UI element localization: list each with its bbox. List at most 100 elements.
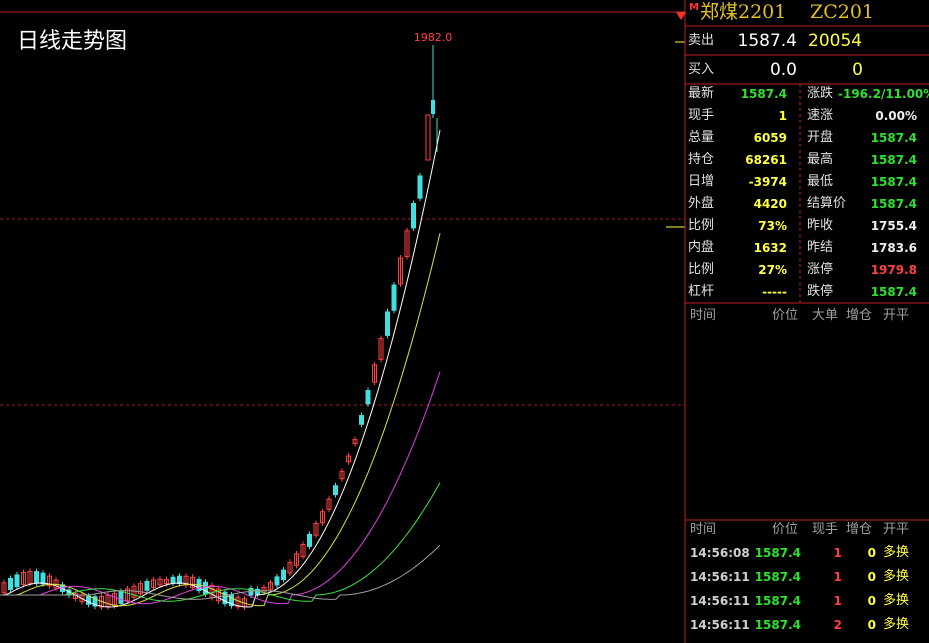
stat-label: 持仓 bbox=[688, 152, 715, 167]
col-header: 价位 bbox=[772, 308, 799, 323]
stat-value: 1587.4 bbox=[870, 197, 917, 211]
candle bbox=[190, 576, 195, 589]
moving-average bbox=[0, 371, 441, 605]
candle bbox=[92, 596, 98, 607]
stat-label: 日增 bbox=[688, 174, 715, 189]
candle bbox=[131, 585, 137, 598]
col-header: 价位 bbox=[772, 522, 799, 537]
tick-time: 14:56:11 bbox=[690, 618, 750, 632]
candle bbox=[378, 338, 384, 360]
stat-label: 杠杆 bbox=[688, 284, 715, 299]
stat-value: 6059 bbox=[753, 131, 787, 145]
ask-price: 1587.4 bbox=[737, 31, 797, 51]
candle bbox=[216, 588, 221, 602]
candle bbox=[359, 415, 364, 425]
stat-value: -196.2/11.00% bbox=[838, 87, 929, 101]
col-header: 时间 bbox=[690, 308, 717, 323]
stat-value: 1587.4 bbox=[870, 131, 917, 145]
tick-type: 多换 bbox=[883, 593, 910, 608]
stat-value: 68261 bbox=[745, 153, 787, 167]
candle bbox=[27, 570, 33, 584]
tick-type: 多换 bbox=[883, 545, 910, 560]
stat-value: -3974 bbox=[748, 175, 787, 189]
candle bbox=[294, 553, 299, 566]
ask-volume: 20054 bbox=[808, 31, 863, 51]
candle bbox=[300, 544, 306, 557]
stat-label: 最高 bbox=[807, 152, 834, 167]
bid-price: 0.0 bbox=[769, 60, 797, 80]
tick-volume: 1 bbox=[833, 594, 842, 608]
candle bbox=[339, 470, 345, 480]
bid-label: 买入 bbox=[688, 62, 715, 77]
ask-label: 卖出 bbox=[688, 33, 715, 48]
tick-oi: 0 bbox=[867, 546, 876, 560]
stat-value: 1 bbox=[778, 109, 787, 123]
candle bbox=[365, 390, 371, 405]
tick-oi: 0 bbox=[867, 570, 876, 584]
stat-value: 1587.4 bbox=[870, 153, 917, 167]
stat-label: 昨结 bbox=[807, 240, 834, 255]
tick-time: 14:56:11 bbox=[690, 594, 750, 608]
candle bbox=[404, 230, 410, 258]
candle bbox=[21, 571, 26, 585]
stat-value: 1783.6 bbox=[870, 241, 917, 255]
stat-label: 最新 bbox=[688, 86, 715, 101]
stat-label: 涨跌 bbox=[807, 86, 834, 101]
candle bbox=[268, 582, 273, 590]
candle bbox=[86, 595, 91, 605]
flag-letter: M bbox=[689, 2, 699, 13]
candle bbox=[157, 578, 163, 586]
stat-value: 1979.8 bbox=[870, 263, 917, 277]
stat-value: 1587.4 bbox=[740, 87, 787, 101]
stat-label: 涨停 bbox=[807, 262, 834, 277]
tick-price: 1587.4 bbox=[754, 594, 801, 608]
candle bbox=[346, 455, 351, 463]
candle bbox=[118, 590, 124, 604]
flag bbox=[676, 12, 686, 20]
tick-price: 1587.4 bbox=[754, 618, 801, 632]
tick-type: 多换 bbox=[883, 617, 910, 632]
stat-value: 1587.4 bbox=[870, 175, 917, 189]
high-label: 1982.0 bbox=[414, 31, 453, 44]
candle bbox=[431, 100, 435, 114]
stat-label: 跌停 bbox=[807, 284, 834, 299]
stat-label: 昨收 bbox=[807, 218, 834, 233]
col-header: 时间 bbox=[690, 522, 717, 537]
candle bbox=[313, 522, 319, 536]
bid-volume: 0 bbox=[852, 60, 863, 80]
candle bbox=[352, 439, 358, 445]
candle bbox=[385, 311, 390, 336]
candle bbox=[47, 575, 52, 587]
tick-price: 1587.4 bbox=[754, 546, 801, 560]
candle bbox=[391, 284, 397, 311]
candle bbox=[425, 114, 431, 161]
candle bbox=[40, 572, 46, 585]
stat-label: 内盘 bbox=[688, 240, 715, 255]
stat-value: 1587.4 bbox=[870, 285, 917, 299]
candle bbox=[144, 580, 150, 591]
moving-average bbox=[0, 544, 441, 600]
col-header: 大单 bbox=[812, 308, 839, 323]
candle bbox=[203, 581, 208, 595]
candle bbox=[138, 583, 143, 595]
candle bbox=[326, 498, 332, 510]
stat-value: 1755.4 bbox=[870, 219, 917, 233]
stat-value: 1632 bbox=[753, 241, 787, 255]
candle bbox=[99, 595, 104, 608]
candle bbox=[281, 569, 286, 581]
candle bbox=[417, 175, 423, 199]
stat-label: 比例 bbox=[688, 218, 715, 233]
col-header: 开平 bbox=[883, 522, 910, 537]
candle bbox=[1, 582, 7, 594]
candle bbox=[14, 574, 20, 588]
col-header: 增仓 bbox=[846, 308, 873, 323]
stat-label: 现手 bbox=[688, 108, 715, 123]
tick-time: 14:56:11 bbox=[690, 570, 750, 584]
candle bbox=[177, 575, 182, 585]
tick-volume: 2 bbox=[833, 618, 842, 632]
candle bbox=[164, 578, 169, 584]
stat-value: 0.00% bbox=[875, 109, 917, 123]
candle bbox=[222, 591, 228, 605]
candle bbox=[170, 576, 176, 584]
